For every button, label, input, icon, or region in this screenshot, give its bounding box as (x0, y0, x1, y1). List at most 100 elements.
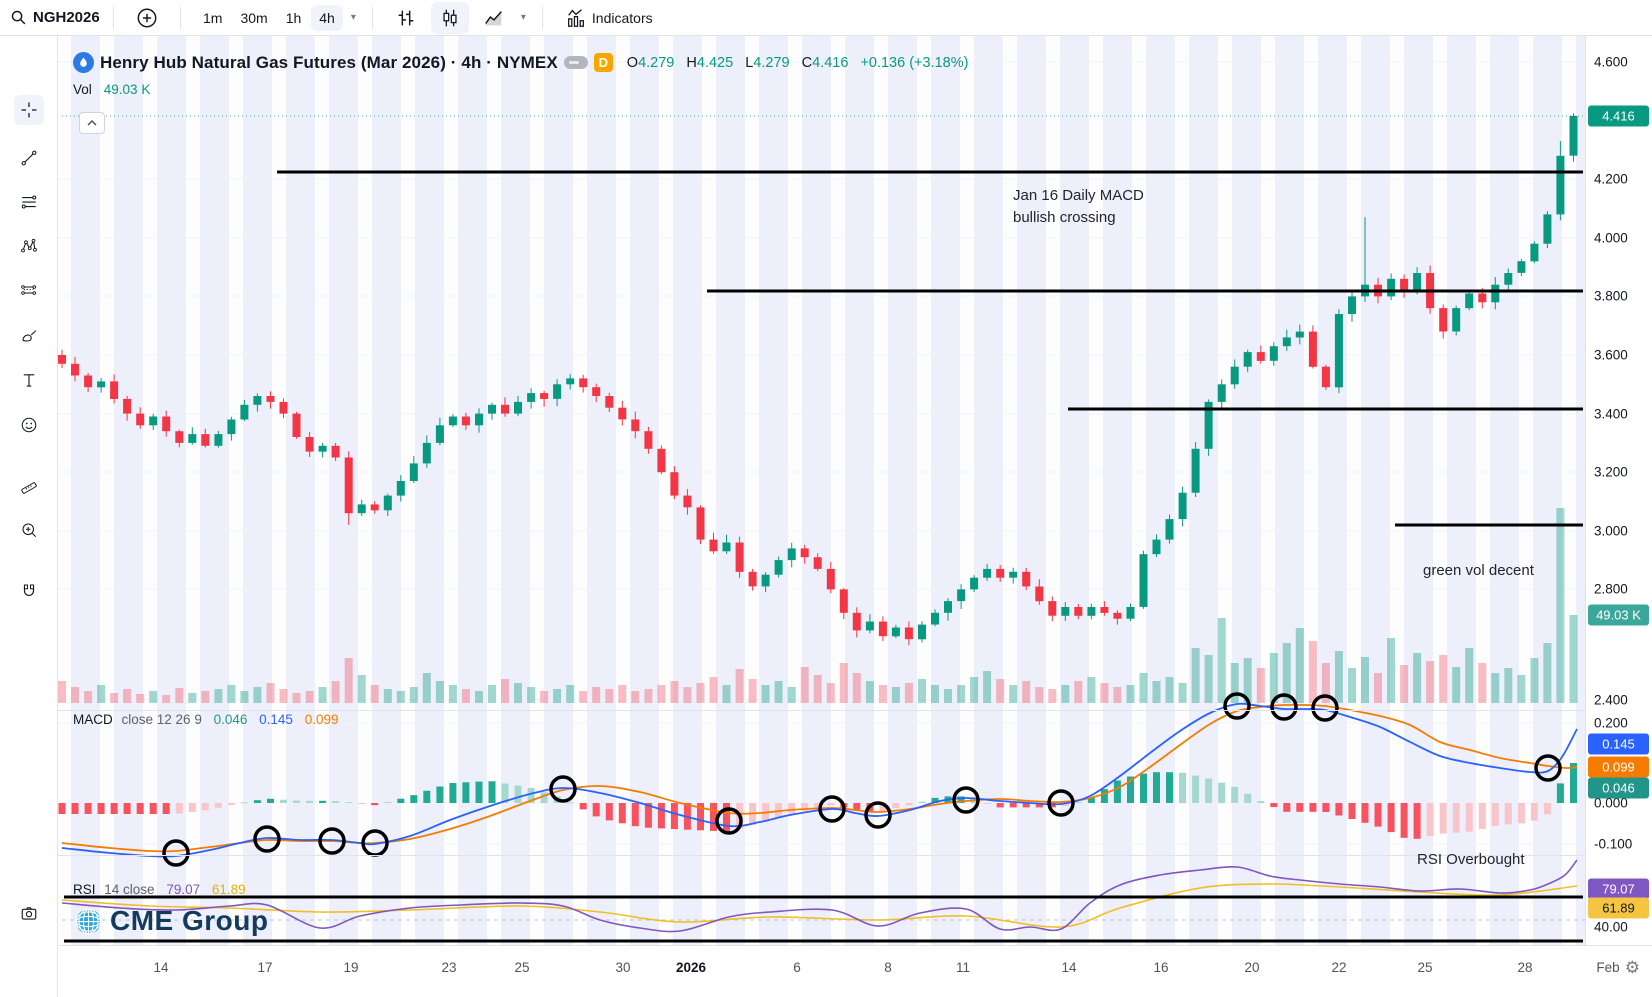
candles-style-button[interactable] (430, 1, 469, 34)
plus-circle-icon (137, 8, 157, 27)
pattern-tool-button[interactable] (14, 231, 44, 261)
compare-add-button[interactable] (128, 2, 166, 34)
high-value: 4.425 (696, 54, 734, 71)
time-tick-11: 11 (955, 960, 971, 975)
bars-style-icon (398, 10, 414, 25)
price-tick-3.600: 3.600 (1594, 347, 1628, 363)
volume-legend[interactable]: Vol 49.03 K (73, 82, 150, 97)
timeframe-30m-button[interactable]: 30m (232, 5, 275, 31)
time-tick-16: 16 (1153, 960, 1169, 975)
macd-badge-0.046: 0.046 (1588, 777, 1649, 799)
pane-separator[interactable] (57, 855, 1585, 856)
symbol-search-box[interactable]: NGH2026 (33, 9, 99, 26)
time-tick-17: 17 (257, 960, 273, 975)
hide-symbol-toggle[interactable] (563, 56, 588, 69)
collapse-legend-button[interactable] (79, 112, 105, 134)
emoji-tool-button[interactable] (14, 410, 44, 440)
time-tick-14: 14 (1061, 960, 1077, 975)
macd-badge-0.145: 0.145 (1588, 733, 1649, 755)
text-icon (23, 374, 35, 387)
forecast-tool-button[interactable] (14, 275, 44, 305)
rsi-legend[interactable]: RSI 14 close 79.07 61.89 (73, 882, 246, 897)
time-tick-19: 19 (343, 960, 359, 975)
rsi-value: 79.07 (166, 882, 201, 897)
macd-line-value: 0.145 (259, 712, 293, 727)
timeframe-1h-button[interactable]: 1h (278, 5, 310, 31)
time-tick-8: 8 (884, 960, 892, 975)
time-tick-22: 22 (1331, 960, 1347, 975)
cme-globe-icon (75, 908, 102, 934)
tradingview-text: TradingView (142, 943, 216, 945)
price-tick-3.800: 3.800 (1594, 288, 1628, 304)
time-tick-25: 25 (1417, 960, 1433, 975)
trend-line-tool-button[interactable] (14, 143, 44, 173)
chevron-down-icon[interactable]: ▾ (520, 12, 526, 23)
rsi-ma-value: 61.89 (211, 882, 246, 897)
price-tick-2.400: 2.400 (1594, 692, 1628, 708)
magnet-icon (23, 584, 35, 597)
zoom-in-icon (22, 523, 37, 538)
macd-badge-0.099: 0.099 (1588, 756, 1649, 778)
screenshot-button[interactable] (14, 898, 44, 928)
crosshair-tool-button[interactable] (14, 95, 44, 125)
time-tick-2026: 2026 (675, 960, 707, 975)
last-price-badge: 4.416 (1588, 105, 1649, 127)
macd-note-line1: Jan 16 Daily MACD (1013, 187, 1144, 204)
price-tick-2.800: 2.800 (1594, 581, 1628, 597)
timeframe-4h-button[interactable]: 4h (311, 4, 343, 31)
settings-gear-icon[interactable]: ⚙ (1624, 958, 1640, 977)
macd-legend[interactable]: MACD close 12 26 9 0.046 0.145 0.099 (73, 712, 339, 727)
drawing-toolbar (0, 36, 58, 997)
price-tick-4.200: 4.200 (1594, 171, 1628, 187)
search-icon[interactable] (10, 9, 27, 26)
open-label: O (626, 54, 639, 71)
macd-signal-value: 0.099 (304, 712, 339, 727)
macd-note-line2: bullish crossing (1013, 209, 1116, 226)
rsi-badge-61.89: 61.89 (1588, 897, 1649, 919)
crosshair-icon (21, 102, 37, 118)
open-value: 4.279 (638, 54, 675, 71)
high-label: H (686, 54, 697, 71)
ohlc-values: O4.279 H4.425 L4.279 C4.416 +0.136 (+3.1… (619, 55, 969, 71)
timeframe-1m-button[interactable]: 1m (195, 5, 230, 31)
indicators-label: Indicators (591, 9, 653, 26)
volume-value: 49.03 K (103, 82, 151, 97)
time-tick-23: 23 (441, 960, 457, 975)
symbol-legend[interactable]: Henry Hub Natural Gas Futures (Mar 2026)… (73, 52, 968, 73)
tradingview-attribution[interactable]: powered by TradingView (69, 943, 217, 945)
measure-tool-button[interactable] (14, 470, 44, 500)
daily-badge[interactable]: D (593, 53, 613, 72)
chevron-up-icon (87, 119, 97, 126)
rsi-tick-40.00: 40.00 (1594, 919, 1628, 935)
macd-tick--0.100: -0.100 (1594, 836, 1633, 852)
time-axis[interactable]: ⚙ 14 17 19 23 25 30 2026 6 8 11 14 16 20 22 25 28 Feb (0, 945, 1652, 997)
area-style-button[interactable] (475, 2, 513, 34)
text-tool-button[interactable] (14, 365, 44, 395)
price-axis[interactable]: 4.600 4.200 4.000 3.800 3.600 3.400 3.200 3.000… (1585, 36, 1652, 945)
macd-crossing-note[interactable]: Jan 16 Daily MACD bullish crossing (1013, 185, 1144, 229)
powered-by-text: powered by (69, 943, 142, 945)
price-tick-3.400: 3.400 (1594, 406, 1628, 422)
bar-style-button[interactable] (387, 2, 425, 34)
area-style-icon (485, 10, 502, 25)
toolbar-divider (371, 6, 373, 29)
volume-note[interactable]: green vol decent (1423, 562, 1534, 579)
brush-tool-button[interactable] (14, 320, 44, 350)
cme-group-text: CME Group (110, 905, 269, 936)
magnet-tool-button[interactable] (14, 576, 44, 606)
price-chart-svg[interactable] (57, 36, 1585, 945)
time-tick-25: 25 (514, 960, 530, 975)
rsi-params: 14 close (104, 882, 155, 897)
zoom-in-tool-button[interactable] (14, 515, 44, 545)
fib-lines-tool-button[interactable] (14, 187, 44, 217)
chart-pane[interactable]: Henry Hub Natural Gas Futures (Mar 2026)… (57, 36, 1585, 945)
indicators-button[interactable]: Indicators (557, 2, 661, 34)
price-tick-4.000: 4.000 (1594, 230, 1628, 246)
close-label: C (801, 54, 813, 71)
time-tick-20: 20 (1244, 960, 1260, 975)
rsi-overbought-note[interactable]: RSI Overbought (1417, 851, 1525, 868)
chevron-down-icon[interactable]: ▾ (350, 12, 356, 23)
toolbar-divider (180, 6, 181, 29)
pane-separator[interactable] (57, 710, 1585, 711)
